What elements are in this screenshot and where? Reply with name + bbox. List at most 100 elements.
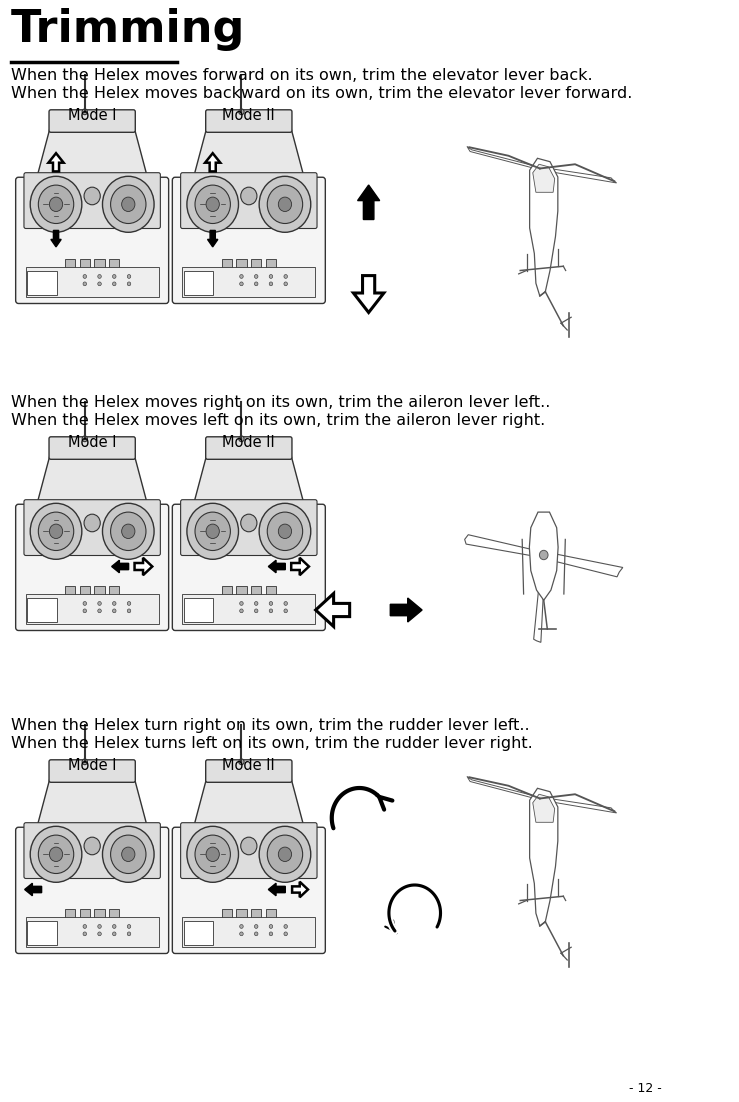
Circle shape xyxy=(239,274,243,279)
Bar xyxy=(95,259,105,268)
Circle shape xyxy=(259,504,311,560)
Polygon shape xyxy=(292,882,308,897)
Circle shape xyxy=(206,525,219,539)
Circle shape xyxy=(98,282,101,285)
Bar xyxy=(26,267,158,296)
Circle shape xyxy=(239,282,243,285)
FancyBboxPatch shape xyxy=(172,828,325,953)
Bar xyxy=(26,917,158,947)
Text: Trimming: Trimming xyxy=(11,8,245,51)
Bar xyxy=(27,598,57,622)
Circle shape xyxy=(30,504,82,560)
Circle shape xyxy=(82,759,87,765)
Polygon shape xyxy=(538,797,616,813)
Circle shape xyxy=(127,274,131,279)
Polygon shape xyxy=(529,512,558,601)
Bar xyxy=(183,917,315,947)
Circle shape xyxy=(254,602,258,605)
Polygon shape xyxy=(542,552,623,576)
Circle shape xyxy=(103,504,154,560)
Circle shape xyxy=(269,932,273,936)
FancyBboxPatch shape xyxy=(24,173,160,228)
Polygon shape xyxy=(49,153,64,172)
Circle shape xyxy=(284,282,287,285)
Circle shape xyxy=(127,602,131,605)
Circle shape xyxy=(259,176,311,233)
Circle shape xyxy=(284,925,287,928)
Text: When the Helex moves forward on its own, trim the elevator lever back.: When the Helex moves forward on its own,… xyxy=(11,68,593,83)
Circle shape xyxy=(83,602,86,605)
Text: When the Helex moves backward on its own, trim the elevator lever forward.: When the Helex moves backward on its own… xyxy=(11,86,633,101)
Circle shape xyxy=(30,176,82,233)
FancyBboxPatch shape xyxy=(16,177,168,303)
FancyBboxPatch shape xyxy=(16,828,168,953)
Polygon shape xyxy=(36,775,149,830)
FancyArrow shape xyxy=(268,883,285,896)
Circle shape xyxy=(84,187,101,205)
Bar xyxy=(109,909,120,918)
Text: When the Helex turns left on its own, trim the rudder lever right.: When the Helex turns left on its own, tr… xyxy=(11,736,533,750)
Circle shape xyxy=(284,274,287,279)
Circle shape xyxy=(112,602,116,605)
Circle shape xyxy=(269,925,273,928)
Polygon shape xyxy=(36,125,149,181)
FancyArrow shape xyxy=(358,185,380,219)
FancyBboxPatch shape xyxy=(180,499,317,555)
Circle shape xyxy=(239,932,243,936)
Circle shape xyxy=(111,185,146,224)
Circle shape xyxy=(239,759,244,765)
Circle shape xyxy=(111,512,146,551)
FancyArrow shape xyxy=(24,883,41,896)
FancyBboxPatch shape xyxy=(205,436,292,460)
Circle shape xyxy=(122,197,135,212)
Bar xyxy=(266,586,276,595)
Circle shape xyxy=(82,109,87,115)
Circle shape xyxy=(112,609,116,613)
Circle shape xyxy=(206,197,219,212)
Bar xyxy=(266,259,276,268)
Circle shape xyxy=(241,515,257,532)
Text: Mode II: Mode II xyxy=(222,758,275,773)
Circle shape xyxy=(279,197,292,212)
Circle shape xyxy=(83,925,86,928)
Circle shape xyxy=(195,835,231,874)
Circle shape xyxy=(254,932,258,936)
FancyArrow shape xyxy=(112,560,129,573)
Circle shape xyxy=(279,847,292,862)
Circle shape xyxy=(241,838,257,855)
Circle shape xyxy=(122,847,135,862)
Circle shape xyxy=(268,512,303,551)
Circle shape xyxy=(206,847,219,862)
Circle shape xyxy=(98,602,101,605)
Polygon shape xyxy=(465,534,545,558)
Circle shape xyxy=(111,835,146,874)
Circle shape xyxy=(84,838,101,855)
FancyArrow shape xyxy=(51,230,61,247)
Polygon shape xyxy=(467,777,542,799)
Circle shape xyxy=(112,925,116,928)
Bar xyxy=(266,909,276,918)
Bar xyxy=(80,259,90,268)
Circle shape xyxy=(239,609,243,613)
Circle shape xyxy=(269,609,273,613)
Bar xyxy=(236,909,247,918)
Bar xyxy=(26,594,158,624)
Circle shape xyxy=(239,109,244,115)
Circle shape xyxy=(50,525,63,539)
Circle shape xyxy=(50,847,63,862)
Bar xyxy=(109,259,120,268)
Circle shape xyxy=(254,925,258,928)
Circle shape xyxy=(112,932,116,936)
Polygon shape xyxy=(538,166,616,183)
Circle shape xyxy=(254,274,258,279)
Bar xyxy=(222,586,232,595)
Bar xyxy=(65,259,75,268)
FancyBboxPatch shape xyxy=(205,759,292,782)
Circle shape xyxy=(284,609,287,613)
Bar xyxy=(27,271,57,295)
FancyBboxPatch shape xyxy=(172,505,325,630)
Circle shape xyxy=(539,550,548,560)
Bar xyxy=(27,921,57,944)
Circle shape xyxy=(241,187,257,205)
Circle shape xyxy=(284,602,287,605)
